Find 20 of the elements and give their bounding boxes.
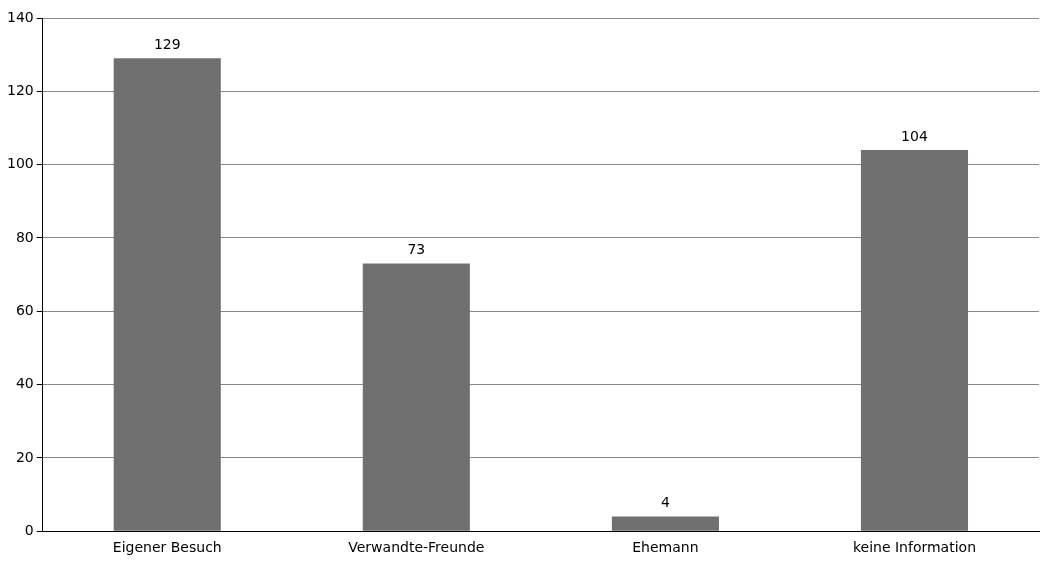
bar [113,58,221,531]
x-tick-label: Verwandte-Freunde [348,539,485,556]
data-label: 129 [153,35,181,52]
y-tick-label: 140 [6,8,34,25]
bar [860,149,969,531]
y-tick-label: 20 [15,448,34,465]
bar [611,516,719,531]
y-tick-label: 40 [15,375,34,392]
y-tick-label: 100 [6,155,34,172]
bar [362,263,470,531]
data-label: 73 [407,241,426,258]
y-tick-label: 80 [15,228,34,245]
data-label: 104 [901,127,928,144]
y-tick-label: 0 [24,521,34,538]
y-tick-label: 60 [15,301,34,318]
x-tick-label: Eigener Besuch [112,539,222,556]
data-label: 4 [660,494,670,511]
y-tick-label: 120 [6,81,34,98]
x-tick-label: keine Information [852,539,977,556]
x-tick-label: Ehemann [632,539,699,556]
